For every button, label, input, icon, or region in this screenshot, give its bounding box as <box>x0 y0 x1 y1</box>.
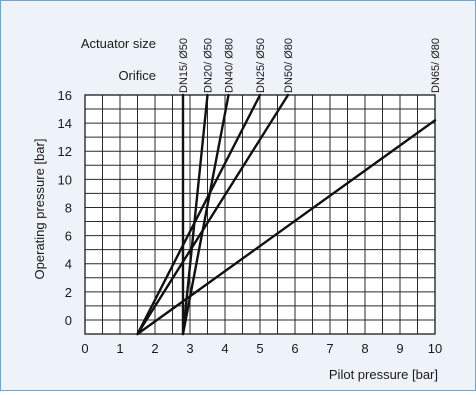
labels: Actuator size Orifice Pilot pressure [ba… <box>32 36 442 382</box>
x-tick-label: 0 <box>81 341 88 356</box>
x-tick-label: 3 <box>186 341 193 356</box>
x-tick-label: 6 <box>291 341 298 356</box>
series-line <box>181 93 230 336</box>
series-line <box>136 119 437 336</box>
x-tick-label: 10 <box>428 341 442 356</box>
orifice-label: Orifice <box>118 68 156 83</box>
series-label: DN25/ Ø50 <box>255 38 267 93</box>
y-tick-label: 4 <box>65 257 72 272</box>
y-tick-label: 6 <box>65 229 72 244</box>
series-label: DN50/ Ø80 <box>283 38 295 93</box>
y-tick-label: 14 <box>58 116 72 131</box>
x-tick-label: 5 <box>256 341 263 356</box>
x-tick-label: 7 <box>326 341 333 356</box>
series-label: DN40/ Ø80 <box>224 38 236 93</box>
y-tick-label: 2 <box>65 285 72 300</box>
x-tick-label: 9 <box>396 341 403 356</box>
actuator-size-label: Actuator size <box>81 36 156 51</box>
y-tick-label: 8 <box>65 200 72 215</box>
series-label: DN15/ Ø50 <box>178 38 190 93</box>
y-axis-title: Operating pressure [bar] <box>32 139 47 280</box>
series-line <box>181 93 209 336</box>
y-tick-label: 0 <box>65 313 72 328</box>
x-tick-label: 2 <box>151 341 158 356</box>
grid <box>84 94 436 335</box>
series-line <box>136 93 262 336</box>
series-label: DN20/ Ø50 <box>203 38 215 93</box>
series-line <box>136 93 290 336</box>
y-tick-label: 10 <box>58 172 72 187</box>
x-axis-title: Pilot pressure [bar] <box>329 367 438 382</box>
y-tick-label: 12 <box>58 144 72 159</box>
x-tick-label: 4 <box>221 341 228 356</box>
x-tick-label: 1 <box>116 341 123 356</box>
x-tick-label: 8 <box>361 341 368 356</box>
y-tick-label: 16 <box>58 88 72 103</box>
series-label: DN65/ Ø80 <box>430 38 442 93</box>
series-lines <box>136 93 437 336</box>
